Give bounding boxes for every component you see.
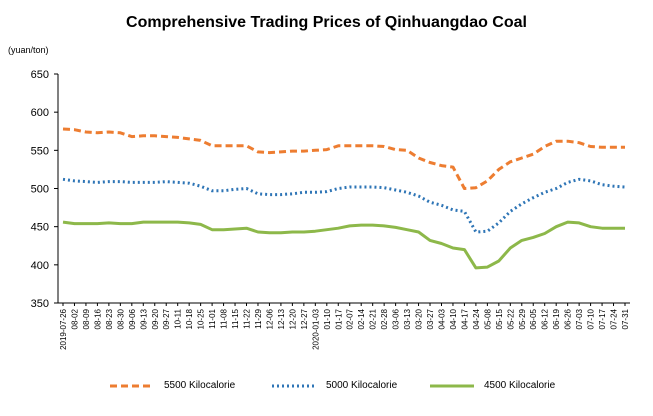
legend-label-4500: 4500 Kilocalorie xyxy=(484,380,556,391)
x-tick-label: 12-06 xyxy=(265,308,274,329)
x-tick-label: 09-20 xyxy=(151,308,160,329)
series-line-4500 xyxy=(62,220,625,270)
legend-swatch-4500 xyxy=(430,384,474,387)
x-tick-label: 02-21 xyxy=(369,308,378,329)
legend-item-5500: 5500 Kilocalorie xyxy=(110,380,235,391)
legend: 5500 Kilocalorie 5000 Kilocalorie 4500 K… xyxy=(0,380,653,400)
x-tick-label: 09-06 xyxy=(128,308,137,329)
x-tick-label: 04-17 xyxy=(460,308,469,329)
x-tick-label: 11-22 xyxy=(243,308,252,328)
x-tick-label: 2019-07-26 xyxy=(59,308,68,349)
y-axis-unit-label: (yuan/ton) xyxy=(8,45,49,55)
x-tick-label: 08-30 xyxy=(116,308,125,329)
legend-item-5000: 5000 Kilocalorie xyxy=(272,380,397,391)
x-tick-label: 11-15 xyxy=(231,308,240,328)
x-tick-label: 03-27 xyxy=(426,308,435,329)
x-tick-label: 03-13 xyxy=(403,308,412,329)
y-tick-label: 350 xyxy=(31,298,49,310)
x-tick-label: 10-18 xyxy=(185,308,194,329)
series-line-5500 xyxy=(62,127,625,190)
x-tick-label: 07-31 xyxy=(621,308,630,329)
chart-title: Comprehensive Trading Prices of Qinhuang… xyxy=(126,14,527,31)
x-tick-label: 10-11 xyxy=(174,308,183,328)
y-tick-label: 600 xyxy=(31,107,49,119)
y-tick-label: 650 xyxy=(31,69,49,81)
x-tick-label: 08-02 xyxy=(70,308,79,329)
x-tick-label: 08-23 xyxy=(105,308,114,329)
x-tick-label: 07-17 xyxy=(598,308,607,329)
x-tick-label: 05-15 xyxy=(495,308,504,329)
x-tick-label: 10-25 xyxy=(197,308,206,329)
legend-item-4500: 4500 Kilocalorie xyxy=(430,380,555,391)
x-tick-label: 06-12 xyxy=(541,308,550,329)
x-tick-label: 01-10 xyxy=(323,308,332,329)
x-tick-label: 08-09 xyxy=(82,308,91,329)
line-chart: 350 400 450 500 550 600 650 2019-07-26 08-02 08-0… xyxy=(31,69,630,350)
x-tick-label: 05-29 xyxy=(518,308,527,329)
x-tick-label: 02-07 xyxy=(346,308,355,329)
x-tick-label: 11-01 xyxy=(208,308,217,328)
x-tick-label: 08-16 xyxy=(93,308,102,329)
x-tick-label: 11-29 xyxy=(254,308,263,328)
legend-swatch-5500 xyxy=(110,384,154,387)
y-tick-label: 450 xyxy=(31,222,49,234)
x-tick-label: 02-14 xyxy=(357,308,366,329)
x-tick-label: 07-24 xyxy=(610,308,619,329)
x-tick-label: 04-03 xyxy=(437,308,446,329)
legend-label-5500: 5500 Kilocalorie xyxy=(164,380,236,391)
x-tick-label: 04-24 xyxy=(472,308,481,329)
x-tick-label: 12-13 xyxy=(277,308,286,329)
x-tick-label: 01-17 xyxy=(334,308,343,329)
legend-swatch-5000 xyxy=(272,384,316,387)
x-tick-label: 07-10 xyxy=(587,308,596,329)
x-tick-label: 09-13 xyxy=(139,308,148,329)
x-tick-label: 12-20 xyxy=(288,308,297,329)
legend-label-5000: 5000 Kilocalorie xyxy=(326,380,398,391)
series-line-5000 xyxy=(62,177,626,234)
x-tick-label: 12-27 xyxy=(300,308,309,329)
x-tick-label: 06-26 xyxy=(564,308,573,329)
y-tick-label: 400 xyxy=(31,260,49,272)
y-tick-label: 500 xyxy=(31,184,49,196)
x-tick-label: 2020-01-03 xyxy=(311,308,320,349)
x-tick-label: 03-20 xyxy=(415,308,424,329)
x-tick-label: 06-19 xyxy=(552,308,561,329)
x-tick-label: 04-10 xyxy=(449,308,458,329)
x-tick-label: 05-22 xyxy=(506,308,515,329)
y-tick-label: 550 xyxy=(31,145,49,157)
x-tick-label: 09-27 xyxy=(162,308,171,329)
x-tick-label: 06-05 xyxy=(529,308,538,329)
x-tick-label: 03-06 xyxy=(392,308,401,329)
x-tick-label: 11-08 xyxy=(220,308,229,328)
x-tick-label: 02-28 xyxy=(380,308,389,329)
x-tick-label: 07-03 xyxy=(575,308,584,329)
x-tick-label: 05-08 xyxy=(483,308,492,329)
